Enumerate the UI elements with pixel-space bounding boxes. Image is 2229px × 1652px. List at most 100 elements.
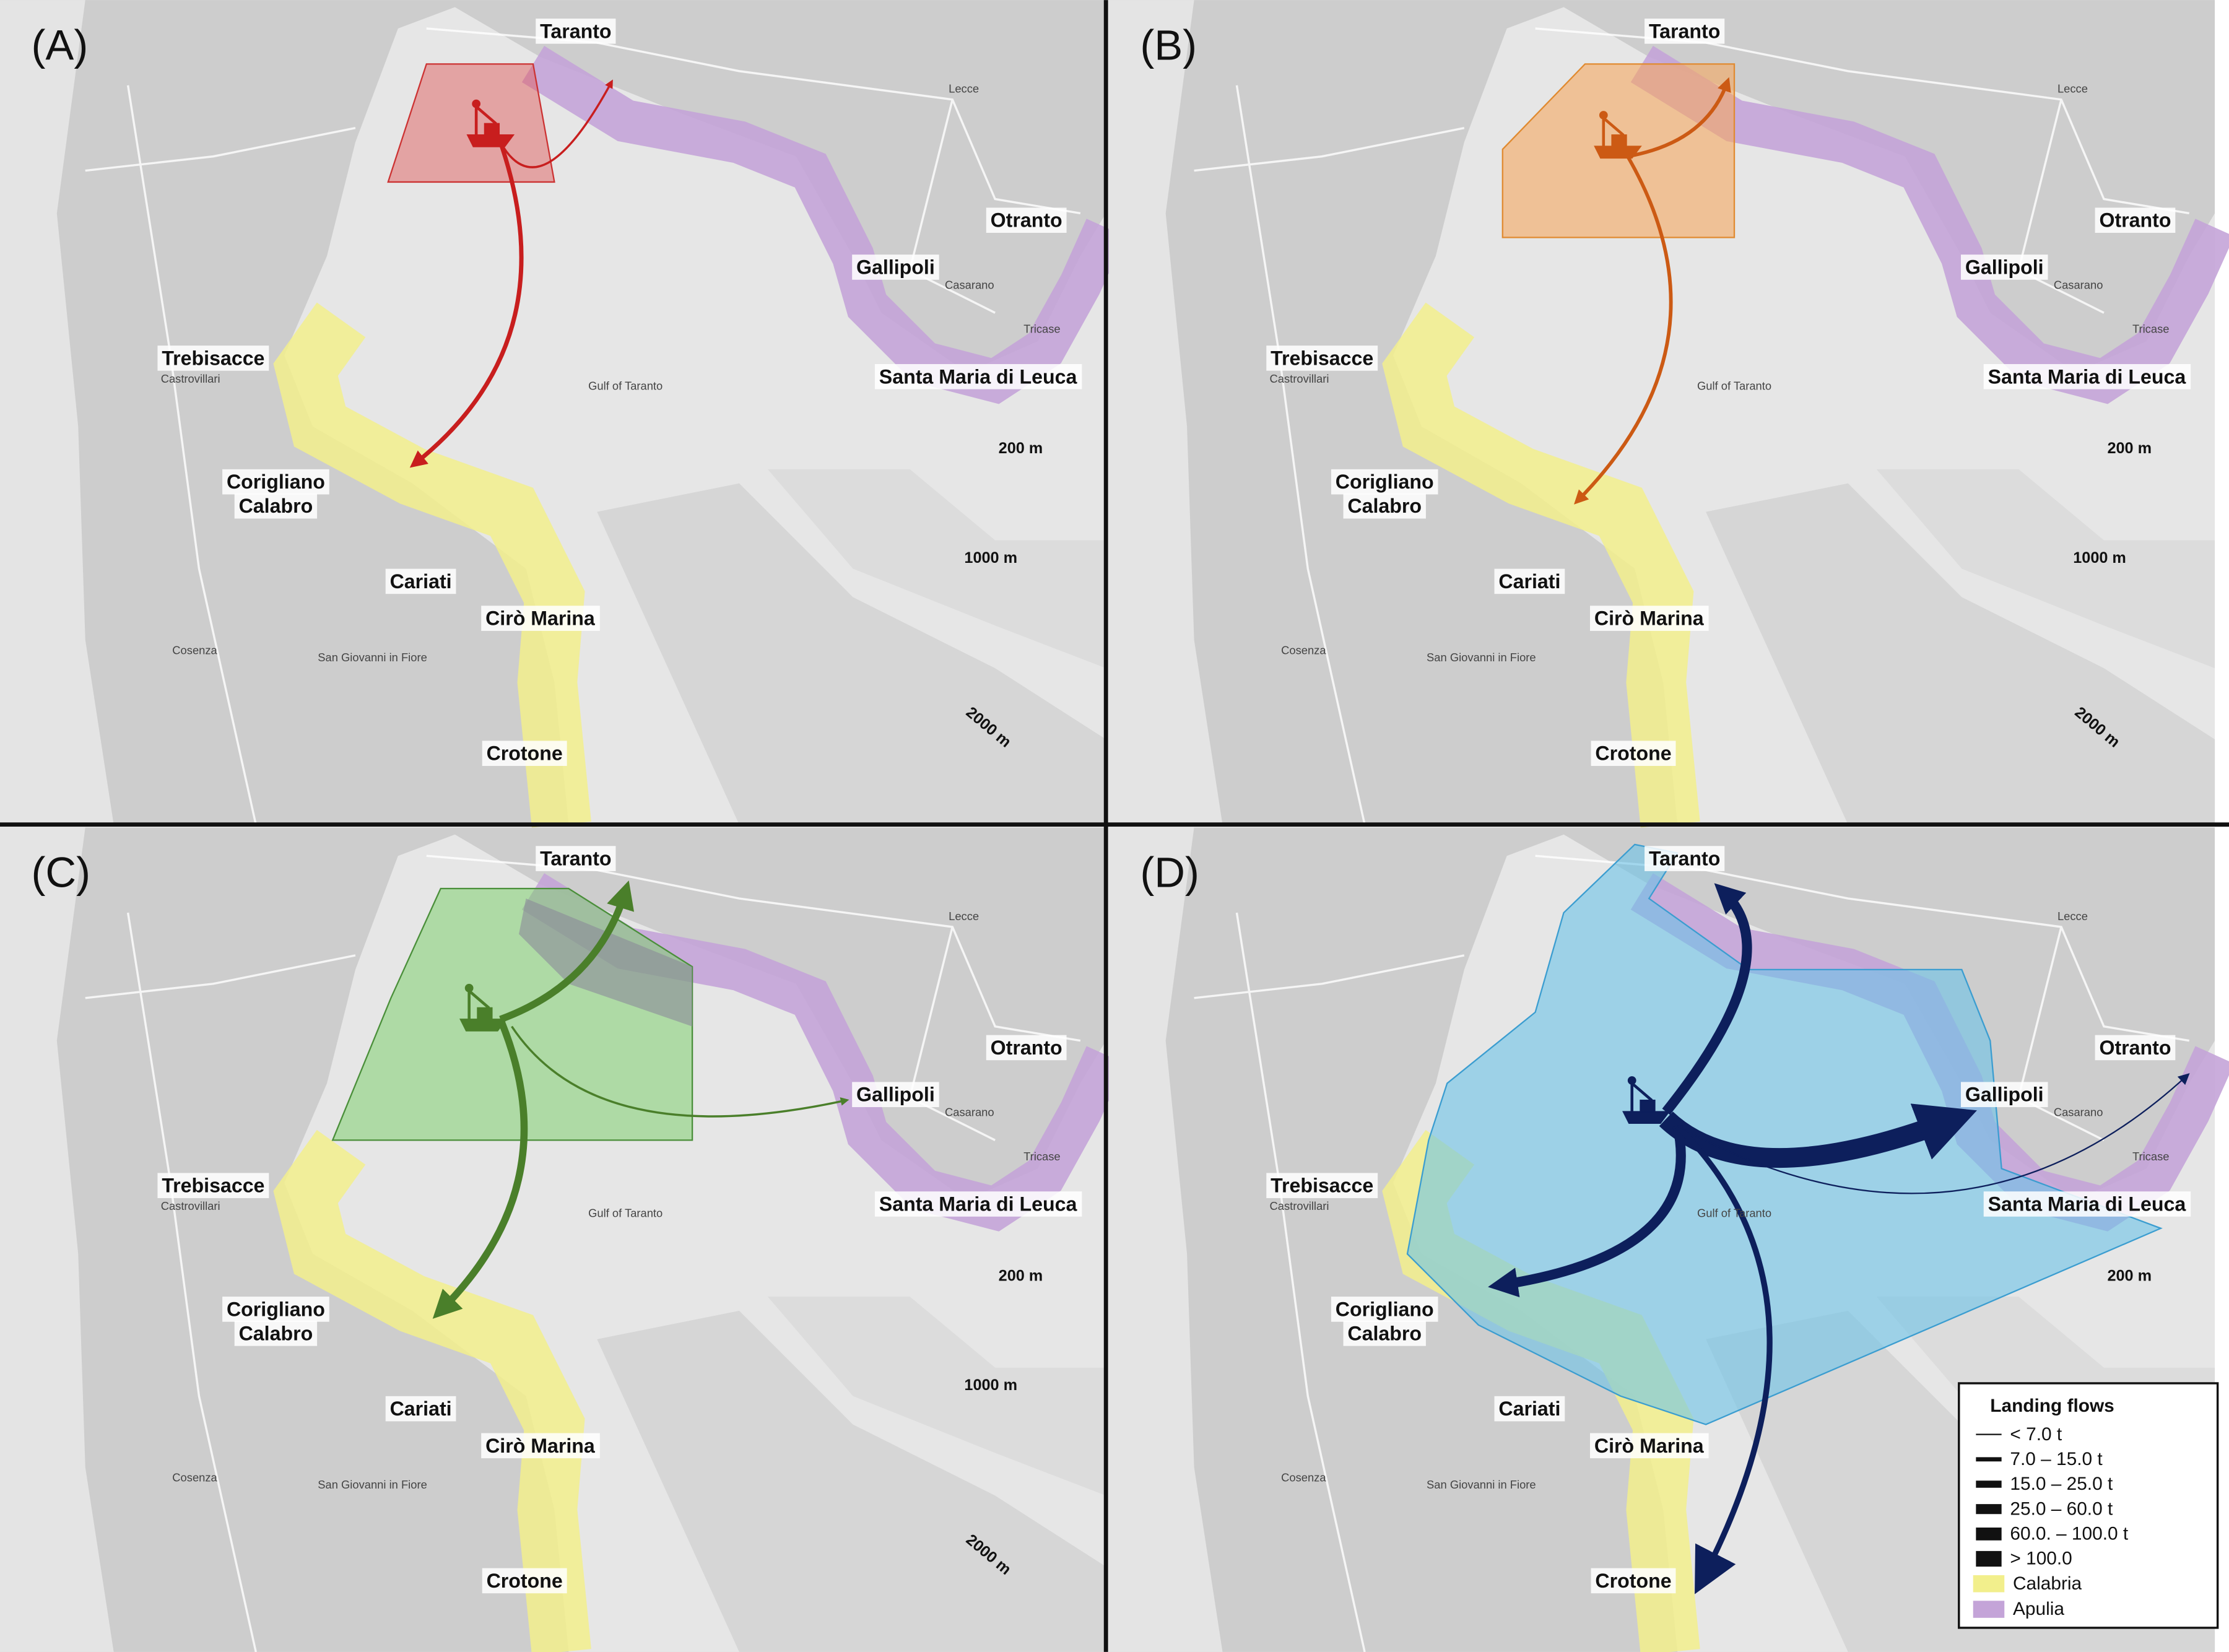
label-bg (1343, 1321, 1426, 1346)
label-bg (157, 346, 269, 371)
map-panel: Taranto Lecce Otranto Gallipoli Casarano Tric… (1109, 0, 2215, 825)
legend-label: < 7.0 t (2010, 1424, 2062, 1445)
label-bg (1494, 568, 1565, 594)
label-bg (1331, 469, 1438, 495)
town-label: Cosenza (1281, 643, 1326, 656)
label-bg (481, 1433, 600, 1459)
depth-label: 200 m (2107, 440, 2152, 457)
label-bg (1960, 1082, 2048, 1108)
town-label: Lecce (949, 82, 979, 95)
label-bg (1590, 1433, 1709, 1459)
legend-label: 7.0 – 15.0 t (2010, 1449, 2103, 1469)
label-bg (874, 363, 1082, 389)
place-label: Otranto (991, 1037, 1062, 1059)
place-label: Crotone (1595, 742, 1671, 765)
label-bg (157, 1173, 269, 1198)
town-label: San Giovanni in Fiore (1427, 1478, 1536, 1491)
place-label: Taranto (1649, 848, 1720, 870)
label-bg (1983, 363, 2191, 389)
town-label: Castrovillari (1270, 1199, 1329, 1212)
label-bg (1343, 493, 1426, 519)
place-label: Trebisacce (162, 1175, 264, 1197)
place-label: Corigliano (1336, 471, 1434, 493)
place-label: Calabro (1347, 495, 1422, 517)
label-bg (222, 1297, 329, 1322)
apulia-overlap (519, 898, 693, 1027)
label-bg (1591, 741, 1676, 766)
place-label: Cirò Marina (1594, 607, 1705, 630)
place-label: Cariati (1498, 570, 1560, 593)
town-label: Gulf of Taranto (588, 1207, 663, 1220)
place-label: Calabro (239, 495, 313, 517)
place-label: Santa Maria di Leuca (1988, 1193, 2187, 1215)
label-bg (1960, 254, 2048, 280)
label-bg (482, 741, 567, 766)
place-label: Crotone (1595, 1570, 1671, 1592)
town-label: Cosenza (1281, 1471, 1326, 1484)
legend-label: Calabria (2013, 1573, 2082, 1594)
town-label: Lecce (2057, 82, 2088, 95)
place-label: Santa Maria di Leuca (879, 1193, 1078, 1215)
label-bg (852, 254, 939, 280)
place-label: Gallipoli (856, 256, 935, 278)
legend-label: > 100.0 (2010, 1549, 2072, 1569)
flow-arrow (409, 141, 524, 468)
town-label: Castrovillari (161, 372, 220, 385)
panel-label: (D) (1140, 849, 1199, 897)
place-label: Crotone (487, 1570, 563, 1592)
town-label: Tricase (2132, 323, 2170, 336)
place-label: Taranto (540, 20, 611, 42)
place-label: Santa Maria di Leuca (879, 365, 1078, 388)
panel-label: (C) (32, 849, 91, 897)
label-bg (536, 846, 616, 871)
place-label: Gallipoli (1965, 256, 2044, 278)
label-bg (1591, 1568, 1676, 1594)
place-label: Corigliano (227, 471, 325, 493)
label-bg (986, 1035, 1067, 1061)
town-label: San Giovanni in Fiore (1427, 651, 1536, 664)
map-panel: Taranto Lecce Otranto Gallipoli Casarano Tric… (0, 827, 1106, 1652)
fishing-area (1406, 843, 2163, 1425)
label-bg (385, 1396, 456, 1422)
label-bg (1331, 1297, 1438, 1322)
label-bg (2095, 207, 2176, 233)
town-label: Castrovillari (161, 1199, 220, 1212)
place-label: Cirò Marina (1594, 1435, 1705, 1457)
place-label: Crotone (487, 742, 563, 765)
label-bg (481, 606, 600, 631)
place-label: Cariati (390, 1398, 452, 1420)
place-label: Cariati (1498, 1398, 1560, 1420)
label-bg (1645, 19, 1725, 44)
map-panel: Taranto Lecce Otranto Gallipoli Casarano Tric… (1109, 827, 2218, 1652)
town-label: Cosenza (172, 643, 217, 656)
label-bg (1266, 1173, 1378, 1198)
label-bg (385, 568, 456, 594)
legend-label: 15.0 – 25.0 t (2010, 1474, 2113, 1494)
place-label: Cariati (390, 570, 452, 593)
depth-label: 1000 m (964, 1376, 1017, 1394)
legend-title: Landing flows (1990, 1396, 2114, 1416)
town-label: Tricase (1023, 1150, 1061, 1163)
legend: Landing flows < 7.0 t 7.0 – 15.0 t 15.0 – 2… (1958, 1382, 2219, 1629)
place-label: Cirò Marina (485, 1435, 596, 1457)
town-label: Cosenza (172, 1471, 217, 1484)
fishing-area (387, 63, 555, 183)
label-bg (1590, 606, 1709, 631)
town-label: San Giovanni in Fiore (318, 651, 427, 664)
flow-arrow (1677, 1073, 2190, 1194)
flow-arrow (1662, 883, 1752, 1115)
depth-label: 200 m (999, 1267, 1043, 1284)
place-label: Trebisacce (162, 347, 264, 369)
town-label: Casarano (945, 278, 994, 291)
legend-label: Apulia (2013, 1599, 2064, 1619)
flow-arrow (1488, 1124, 1686, 1298)
place-label: Calabro (1347, 1322, 1422, 1344)
label-bg (234, 1321, 318, 1346)
place-label: Gallipoli (1965, 1084, 2044, 1106)
place-label: Trebisacce (1271, 1175, 1373, 1197)
place-label: Otranto (2099, 209, 2171, 232)
legend-label: 25.0 – 60.0 t (2010, 1498, 2113, 1519)
